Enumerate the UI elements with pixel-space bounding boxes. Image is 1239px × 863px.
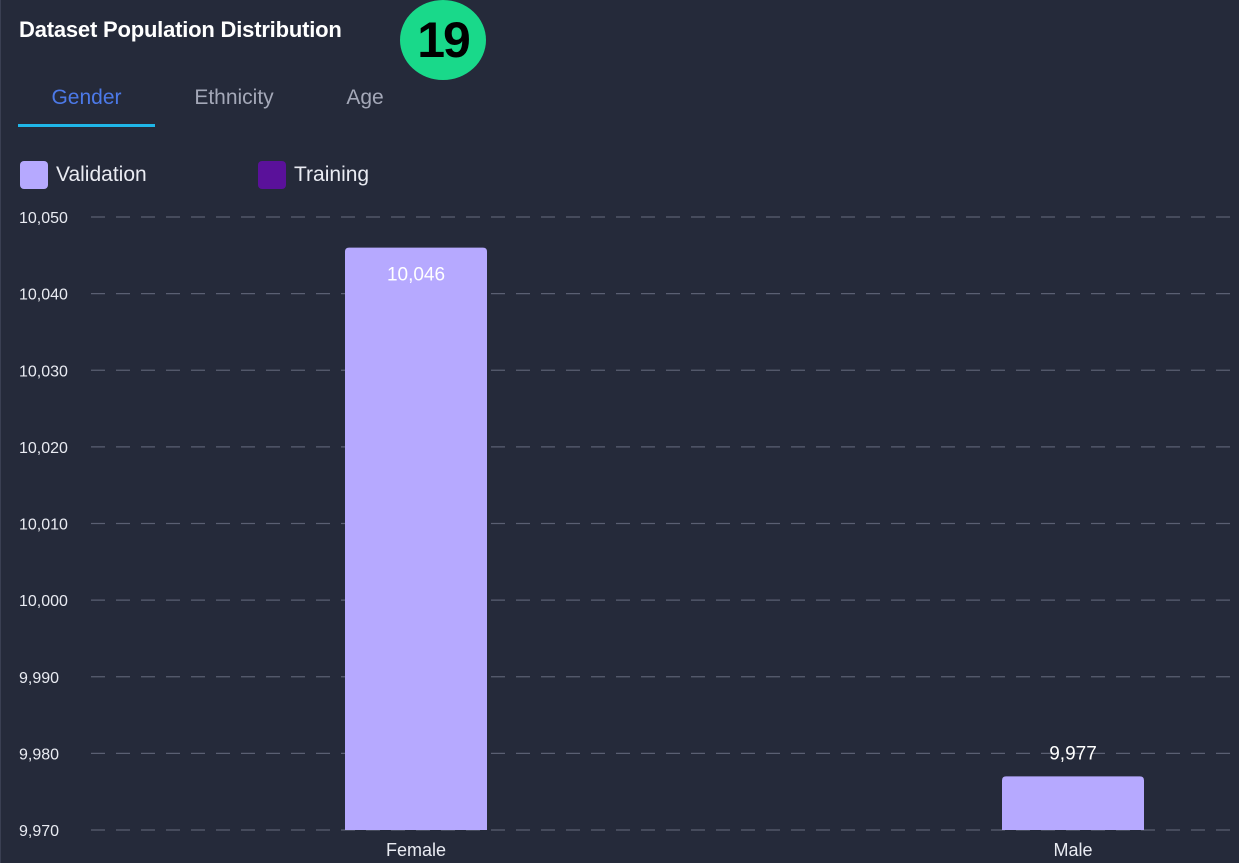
y-tick-label: 10,040: [19, 287, 68, 304]
y-tick-label: 9,970: [19, 823, 59, 840]
tab-ethnicity[interactable]: Ethnicity: [194, 86, 274, 109]
legend-label-validation: Validation: [56, 163, 147, 186]
bar-validation-female[interactable]: [345, 247, 487, 830]
step-number-badge: 19: [400, 0, 486, 80]
legend-item-training[interactable]: Training: [258, 160, 369, 190]
chart-legend: Validation Training: [20, 160, 420, 190]
tab-age[interactable]: Age: [346, 86, 384, 109]
y-tick-label: 9,980: [19, 746, 59, 763]
data-label-female: 10,046: [387, 265, 445, 286]
panel-title: Dataset Population Distribution: [19, 17, 342, 42]
y-tick-label: 10,030: [19, 363, 68, 380]
y-tick-label: 10,020: [19, 440, 68, 457]
y-tick-label: 9,990: [19, 670, 59, 687]
training-swatch: [258, 161, 286, 189]
data-label-male: 9,977: [1049, 743, 1097, 764]
tab-bar: Gender Ethnicity Age: [18, 70, 438, 128]
bar-chart: 10,050 10,040 10,030 10,020 10,010 10,000 9,99…: [19, 210, 1239, 860]
y-tick-label: 10,050: [19, 210, 68, 227]
validation-swatch: [20, 161, 48, 189]
bar-validation-male[interactable]: [1002, 776, 1144, 830]
y-tick-label: 10,000: [19, 593, 68, 610]
legend-item-validation[interactable]: Validation: [20, 160, 147, 190]
x-category-label: Male: [1053, 840, 1092, 860]
tab-gender[interactable]: Gender: [51, 86, 122, 109]
x-category-label: Female: [386, 840, 446, 860]
y-tick-label: 10,010: [19, 517, 68, 534]
legend-label-training: Training: [294, 163, 370, 186]
active-tab-indicator: [18, 124, 155, 127]
